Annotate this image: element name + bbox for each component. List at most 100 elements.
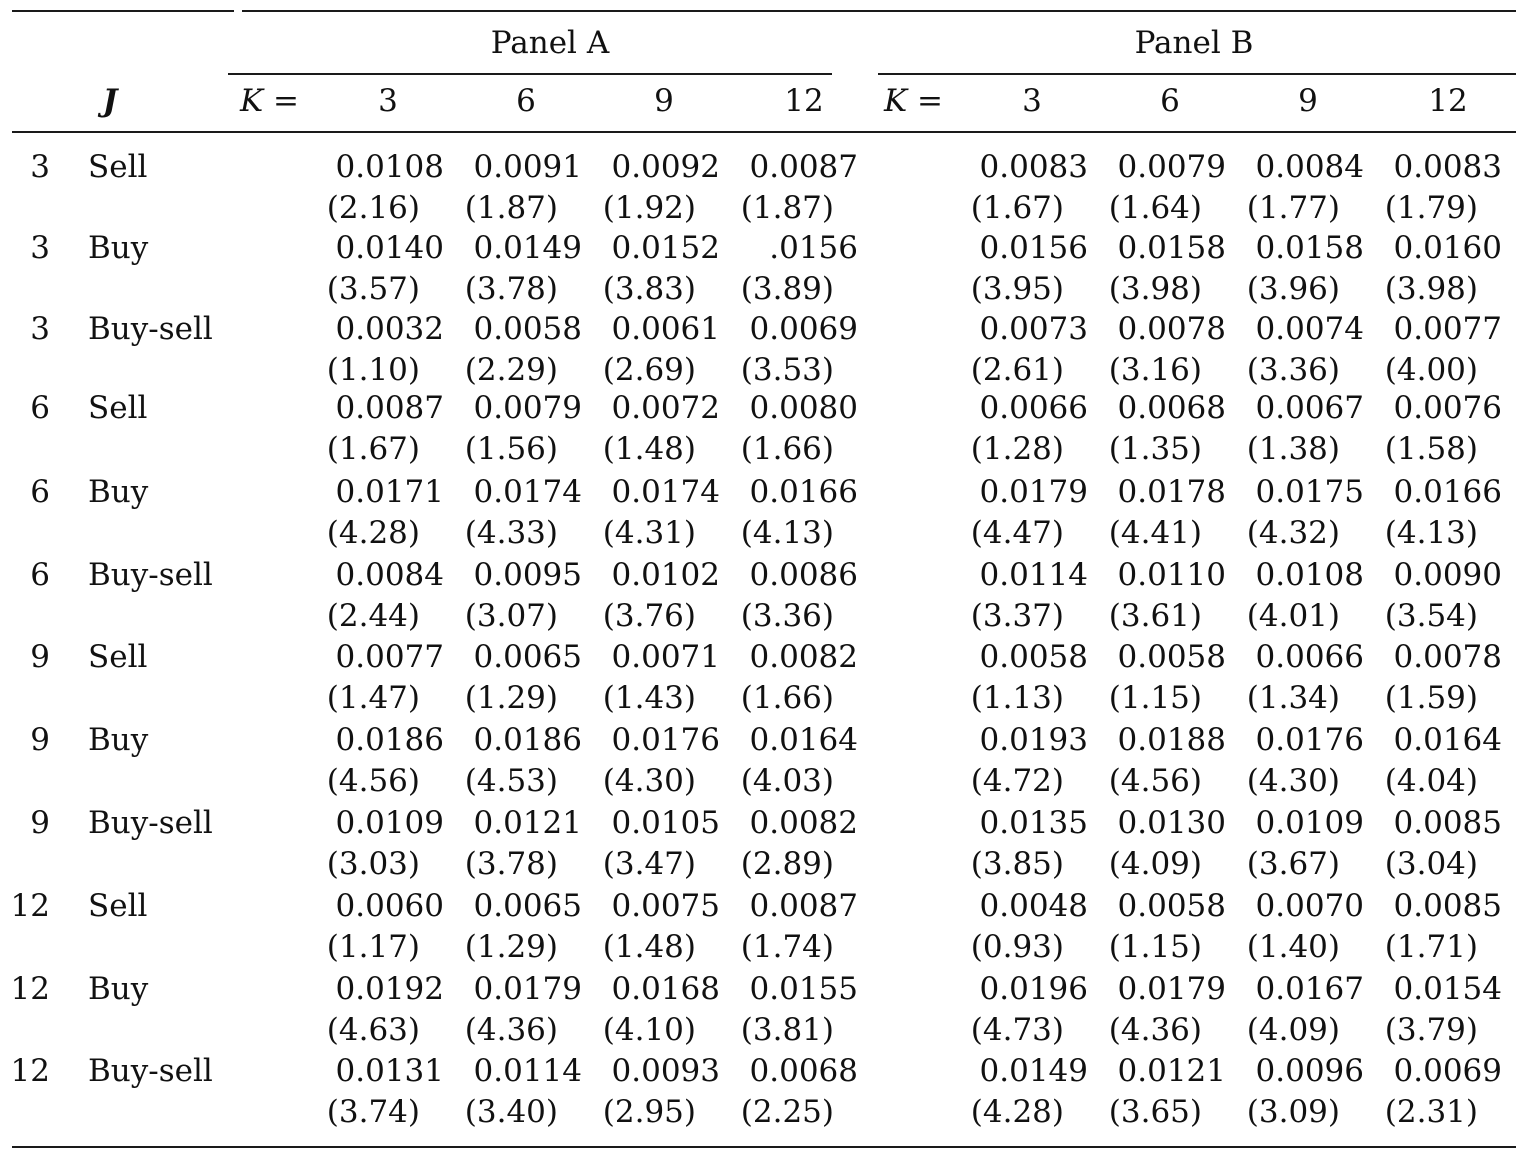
panel-b-coefficient: 0.0077 [1393, 311, 1502, 347]
panel-b-t-stat: (4.28) [970, 1094, 1064, 1130]
panel-a-title: Panel A [490, 25, 610, 61]
panel-a-coefficient: 0.0171 [335, 474, 444, 510]
panel-a-t-stat: (3.53) [740, 352, 834, 388]
panel-b-coefficient: 0.0114 [979, 557, 1088, 593]
bottom-rule [12, 1146, 1516, 1148]
panel-a-coefficient: 0.0077 [335, 639, 444, 675]
panel-a-t-stat: (1.48) [602, 929, 696, 965]
panel-a-t-stat: (3.89) [740, 271, 834, 307]
panel-b-k-label: K = [884, 86, 943, 117]
panel-b-rule [878, 73, 1516, 75]
panel-a-t-stat: (1.17) [326, 929, 420, 965]
panel-b-coefficient: 0.0067 [1255, 390, 1364, 426]
portfolio-type: Buy-sell [88, 805, 213, 841]
panel-a-t-stat: (4.56) [326, 763, 420, 799]
portfolio-type: Sell [88, 639, 148, 675]
panel-b-coefficient: 0.0066 [1255, 639, 1364, 675]
panel-b-coefficient: 0.0175 [1255, 474, 1364, 510]
panel-a-coefficient: 0.0166 [749, 474, 858, 510]
panel-b-t-stat: (4.56) [1108, 763, 1202, 799]
panel-b-t-stat: (1.15) [1108, 929, 1202, 965]
j-value: 12 [10, 971, 50, 1007]
panel-a-t-stat: (4.28) [326, 515, 420, 551]
panel-a-t-stat: (2.29) [464, 352, 558, 388]
panel-a-coefficient: 0.0072 [611, 390, 720, 426]
panel-b-t-stat: (3.37) [970, 598, 1064, 634]
panel-a-t-stat: (3.40) [464, 1094, 558, 1130]
panel-b-t-stat: (3.65) [1108, 1094, 1202, 1130]
panel-b-t-stat: (4.13) [1384, 515, 1478, 551]
panel-b-t-stat: (3.79) [1384, 1012, 1478, 1048]
panel-a-t-stat: (3.36) [740, 598, 834, 634]
panel-a-t-stat: (1.87) [740, 190, 834, 226]
panel-a-t-stat: (3.76) [602, 598, 696, 634]
panel-a-coefficient: 0.0079 [473, 390, 582, 426]
portfolio-type: Buy [88, 474, 149, 510]
panel-a-coefficient: 0.0091 [473, 149, 582, 185]
panel-b-coefficient: 0.0078 [1393, 639, 1502, 675]
panel-a-coefficient: 0.0060 [335, 888, 444, 924]
panel-a-coefficient: 0.0082 [749, 639, 858, 675]
panel-b-t-stat: (1.38) [1246, 431, 1340, 467]
panel-b-k-9: 9 [1298, 83, 1318, 119]
panel-b-t-stat: (1.28) [970, 431, 1064, 467]
panel-a-coefficient: 0.0140 [335, 230, 444, 266]
panel-b-t-stat: (3.04) [1384, 846, 1478, 882]
panel-a-t-stat: (2.44) [326, 598, 420, 634]
panel-b-coefficient: 0.0058 [979, 639, 1088, 675]
panel-b-coefficient: 0.0079 [1117, 149, 1226, 185]
panel-b-t-stat: (4.09) [1108, 846, 1202, 882]
panel-b-t-stat: (1.35) [1108, 431, 1202, 467]
panel-b-t-stat: (3.09) [1246, 1094, 1340, 1130]
panel-a-coefficient: 0.0075 [611, 888, 720, 924]
panel-b-coefficient: 0.0058 [1117, 888, 1226, 924]
panel-a-coefficient: 0.0082 [749, 805, 858, 841]
panel-a-coefficient: 0.0065 [473, 888, 582, 924]
panel-b-coefficient: 0.0068 [1117, 390, 1226, 426]
panel-a-t-stat: (3.47) [602, 846, 696, 882]
panel-a-coefficient: 0.0155 [749, 971, 858, 1007]
panel-b-coefficient: 0.0090 [1393, 557, 1502, 593]
panel-a-coefficient: 0.0174 [611, 474, 720, 510]
panel-a-coefficient: 0.0087 [749, 888, 858, 924]
panel-a-t-stat: (4.30) [602, 763, 696, 799]
panel-a-coefficient: 0.0061 [611, 311, 720, 347]
panel-b-coefficient: 0.0073 [979, 311, 1088, 347]
panel-a-t-stat: (1.43) [602, 680, 696, 716]
panel-b-coefficient: 0.0164 [1393, 722, 1502, 758]
panel-a-t-stat: (3.83) [602, 271, 696, 307]
panel-a-t-stat: (4.33) [464, 515, 558, 551]
panel-a-coefficient: 0.0087 [749, 149, 858, 185]
panel-b-t-stat: (3.98) [1384, 271, 1478, 307]
j-value: 6 [30, 390, 50, 426]
j-value: 3 [30, 230, 50, 266]
panel-a-k-3: 3 [378, 83, 398, 119]
panel-b-t-stat: (3.61) [1108, 598, 1202, 634]
panel-b-t-stat: (1.59) [1384, 680, 1478, 716]
panel-b-coefficient: 0.0066 [979, 390, 1088, 426]
panel-b-coefficient: 0.0160 [1393, 230, 1502, 266]
panel-b-coefficient: 0.0048 [979, 888, 1088, 924]
panel-a-t-stat: (1.10) [326, 352, 420, 388]
panel-b-coefficient: 0.0188 [1117, 722, 1226, 758]
panel-b-coefficient: 0.0110 [1117, 557, 1226, 593]
panel-b-coefficient: 0.0085 [1393, 888, 1502, 924]
portfolio-type: Sell [88, 888, 148, 924]
panel-a-coefficient: 0.0092 [611, 149, 720, 185]
panel-a-t-stat: (4.03) [740, 763, 834, 799]
panel-b-t-stat: (3.54) [1384, 598, 1478, 634]
panel-a-coefficient: 0.0152 [611, 230, 720, 266]
panel-a-coefficient: 0.0102 [611, 557, 720, 593]
panel-a-coefficient: 0.0109 [335, 805, 444, 841]
panel-b-t-stat: (3.85) [970, 846, 1064, 882]
panel-b-coefficient: 0.0158 [1117, 230, 1226, 266]
panel-a-t-stat: (3.74) [326, 1094, 420, 1130]
panel-a-coefficient: 0.0095 [473, 557, 582, 593]
panel-b-t-stat: (3.67) [1246, 846, 1340, 882]
panel-b-t-stat: (4.73) [970, 1012, 1064, 1048]
panel-a-coefficient: 0.0065 [473, 639, 582, 675]
panel-b-t-stat: (4.41) [1108, 515, 1202, 551]
panel-a-coefficient: 0.0131 [335, 1053, 444, 1089]
panel-b-t-stat: (1.67) [970, 190, 1064, 226]
j-value: 9 [30, 639, 50, 675]
